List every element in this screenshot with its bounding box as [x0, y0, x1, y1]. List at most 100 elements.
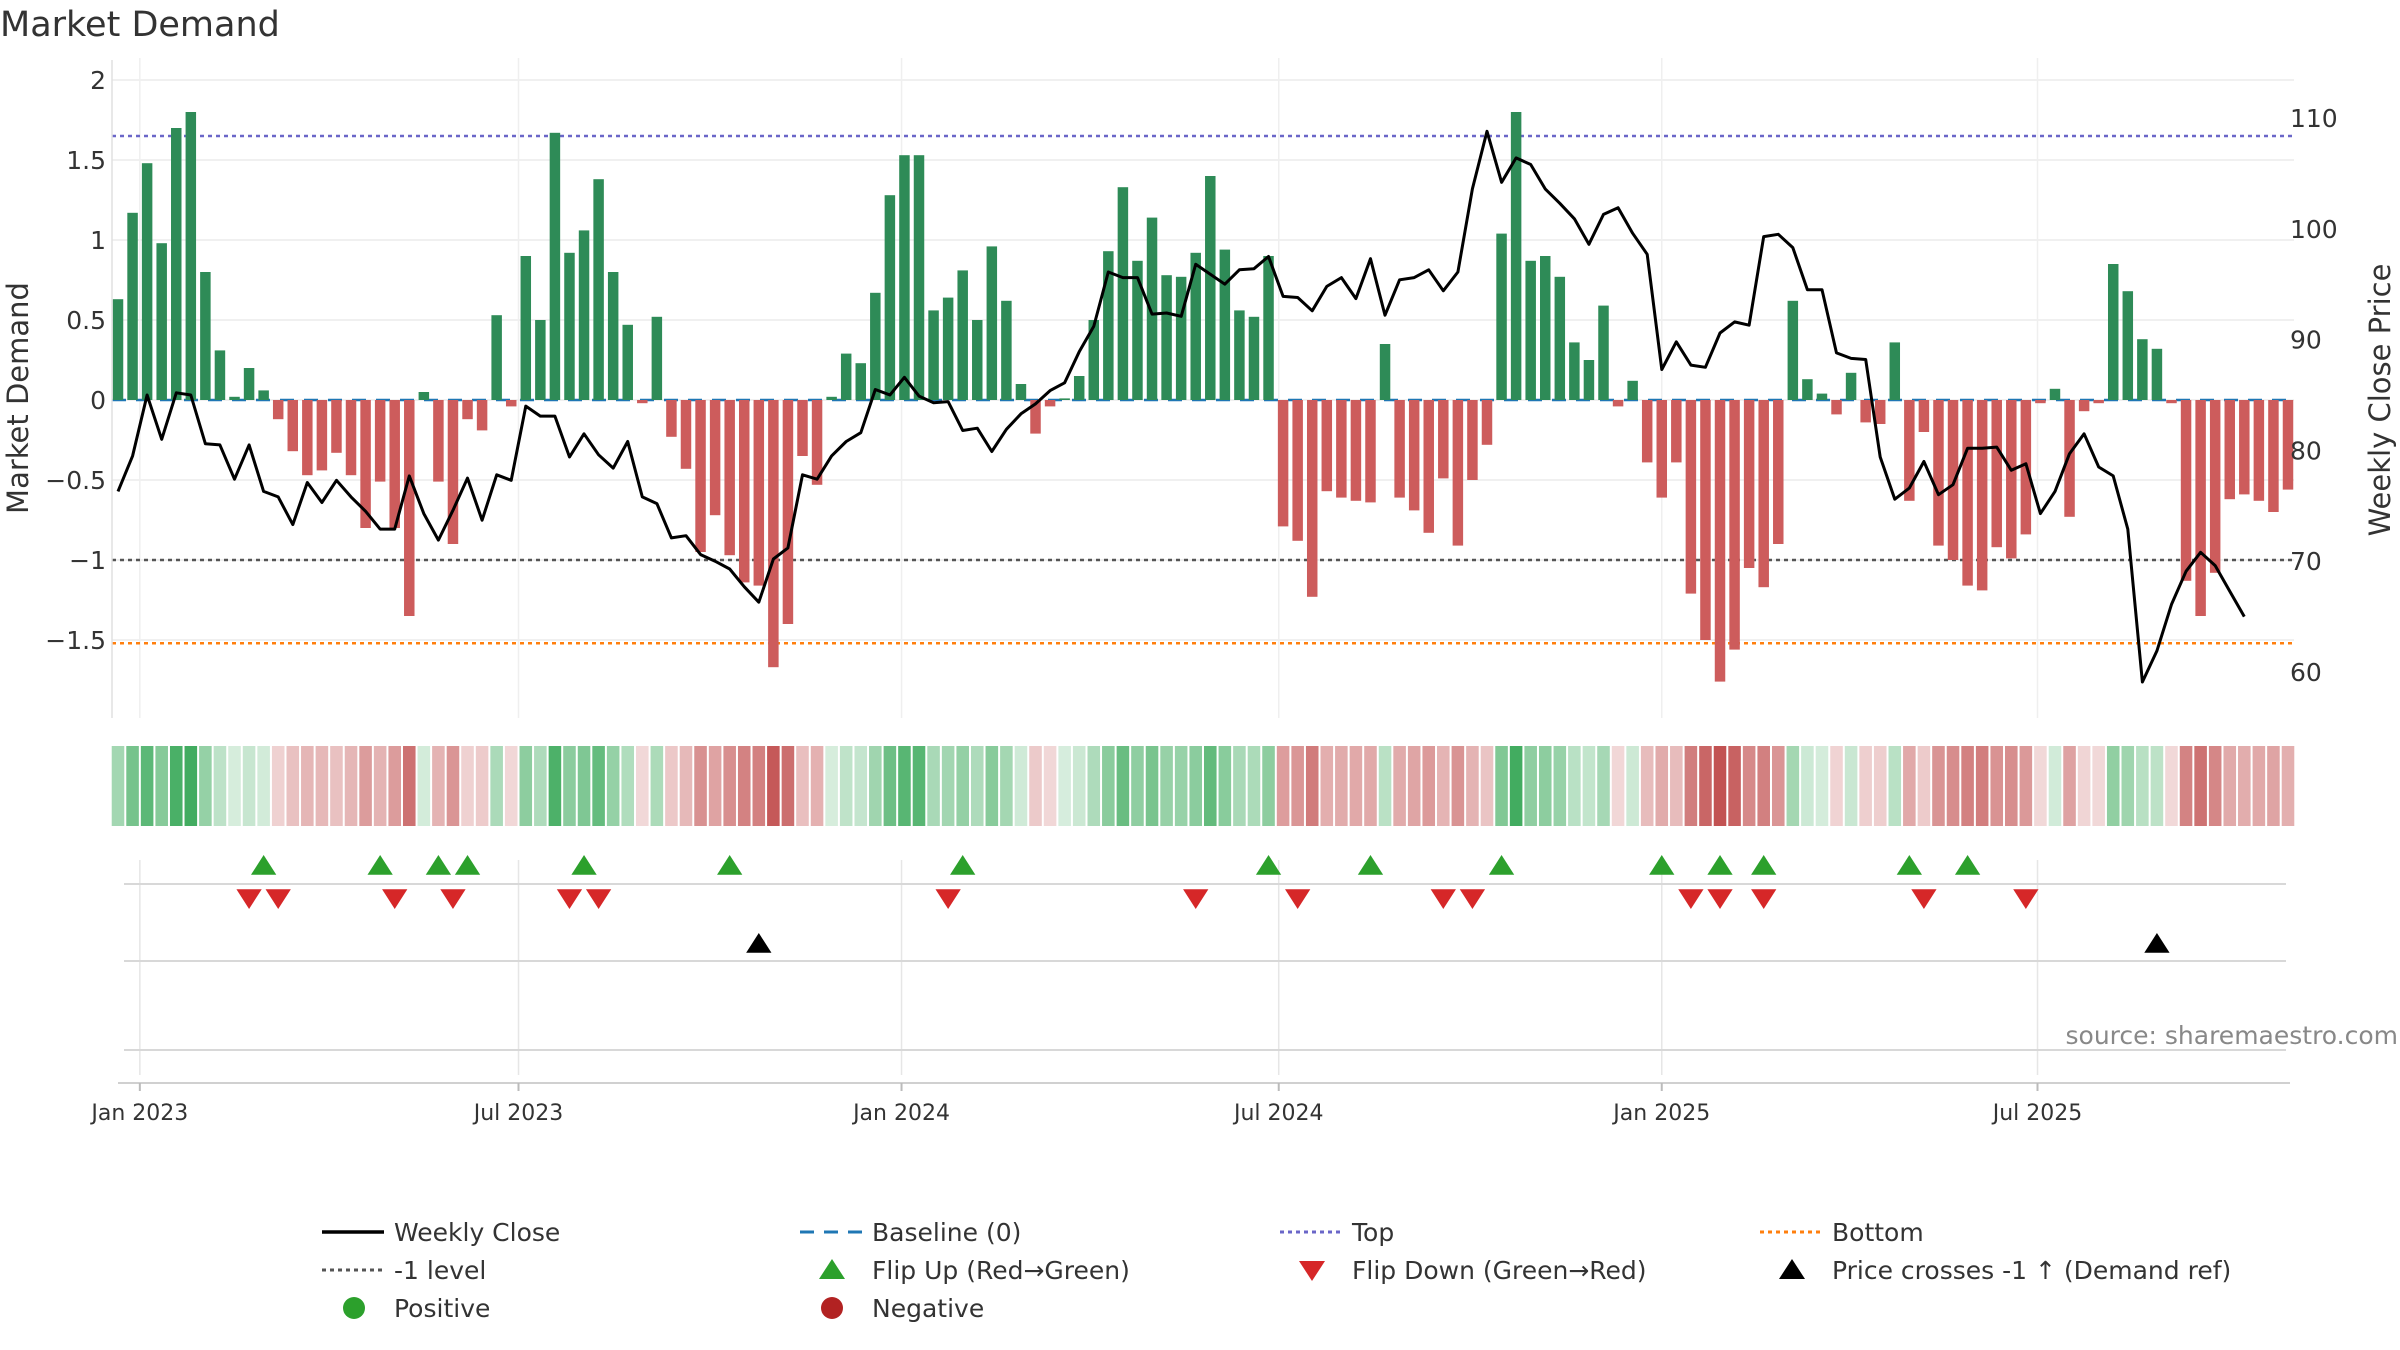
x-tick-label: Jul 2024 [1232, 1101, 1324, 1126]
demand-bar [316, 400, 328, 471]
heat-cell [1247, 746, 1261, 826]
heat-cell [1145, 746, 1159, 826]
x-tick-label: Jan 2023 [89, 1101, 188, 1126]
demand-bar [913, 155, 925, 400]
heat-cell [155, 746, 168, 826]
heat-cell [2150, 746, 2164, 826]
heat-cell [228, 746, 241, 826]
heat-cell [1903, 746, 1916, 826]
heat-cell [2077, 746, 2091, 826]
flip-up-marker [717, 855, 743, 875]
demand-bar [243, 368, 255, 400]
flip-down-marker [2013, 889, 2039, 909]
legend-triangle-up-icon [1779, 1259, 1805, 1279]
heat-cell [1320, 746, 1334, 826]
demand-bar [156, 243, 167, 400]
demand-bar [1263, 256, 1274, 400]
demand-bar [360, 400, 371, 528]
heat-cell [1189, 746, 1202, 826]
heat-cell [1742, 746, 1756, 826]
demand-bar [1044, 400, 1056, 407]
demand-bar [462, 400, 473, 420]
legend-label: Negative [872, 1294, 984, 1323]
demand-bar [1132, 260, 1143, 400]
heat-cell [1655, 746, 1669, 826]
demand-bar [535, 320, 546, 400]
x-tick-label: Jul 2025 [1991, 1101, 2083, 1126]
heat-cell [1597, 746, 1610, 826]
legend-label: Flip Down (Green→Red) [1352, 1256, 1647, 1285]
flip-up-marker [1649, 855, 1675, 875]
demand-bar [1656, 400, 1668, 498]
heat-cell [446, 746, 460, 826]
heat-cell [548, 746, 562, 826]
heat-cell [1160, 746, 1173, 826]
heat-cell [2106, 746, 2120, 826]
demand-bar [1641, 400, 1653, 463]
heat-cell [1626, 746, 1639, 826]
demand-bar [1714, 400, 1726, 682]
demand-bar [447, 400, 459, 544]
demand-bar [1598, 305, 1609, 400]
demand-bar [2195, 400, 2206, 616]
heat-cell [504, 746, 518, 826]
demand-bar [1962, 400, 1973, 586]
demand-bar [1860, 400, 1871, 423]
heat-cell [1786, 746, 1800, 826]
flip-down-marker [1459, 889, 1486, 909]
heat-cell [1393, 746, 1406, 826]
heat-cell [1844, 746, 1858, 826]
heat-cell [1174, 746, 1188, 826]
demand-bar [738, 400, 750, 583]
heat-cell [2165, 746, 2178, 826]
heat-cell [257, 746, 270, 826]
heat-cell [694, 746, 707, 826]
demand-bar [1918, 400, 1930, 432]
demand-bar [782, 400, 794, 624]
flip-up-marker [1255, 855, 1282, 875]
heat-cell [1422, 746, 1436, 826]
demand-bar [1889, 342, 1901, 400]
heat-cell [432, 746, 445, 826]
heat-cell [519, 746, 533, 826]
demand-bar [1802, 379, 1813, 400]
demand-bar [520, 256, 532, 400]
heat-cell [708, 746, 722, 826]
heat-cell [1072, 746, 1086, 826]
demand-bar [491, 315, 502, 400]
heat-cell [388, 746, 401, 826]
heat-cell [650, 746, 664, 826]
heat-cell [213, 746, 227, 826]
weekly-close-line [116, 129, 2246, 684]
heat-cell [1014, 746, 1028, 826]
legend-triangle-up-icon [819, 1259, 845, 1279]
demand-bar [2180, 400, 2192, 581]
heat-cell [1043, 746, 1057, 826]
x-tick-label: Jan 2025 [1611, 1101, 1710, 1126]
demand-bar [666, 400, 677, 437]
heat-cell [1204, 746, 1217, 826]
demand-bar [1612, 400, 1624, 407]
demand-bar [1292, 400, 1303, 541]
y2-tick-label: 100 [2290, 215, 2338, 244]
flip-down-marker [935, 889, 961, 909]
legend-label: Positive [394, 1294, 490, 1323]
heat-cell [359, 746, 372, 826]
heat-cell [373, 746, 387, 826]
flip-up-marker [367, 855, 393, 875]
heat-cell [1233, 746, 1246, 826]
legend-label: Bottom [1832, 1218, 1924, 1247]
demand-bar [1408, 400, 1420, 511]
heat-cell [869, 746, 882, 826]
heat-cell [1830, 746, 1843, 826]
heat-cell [577, 746, 591, 826]
legend-label: Weekly Close [394, 1218, 560, 1247]
demand-bar [1845, 372, 1857, 400]
demand-bar [505, 400, 517, 407]
flip-down-marker [1707, 889, 1733, 909]
demand-bar [2093, 400, 2104, 404]
heat-cell [1058, 746, 1071, 826]
heat-cell [140, 746, 154, 826]
demand-bar [1700, 400, 1711, 640]
heat-cell [2048, 746, 2062, 826]
